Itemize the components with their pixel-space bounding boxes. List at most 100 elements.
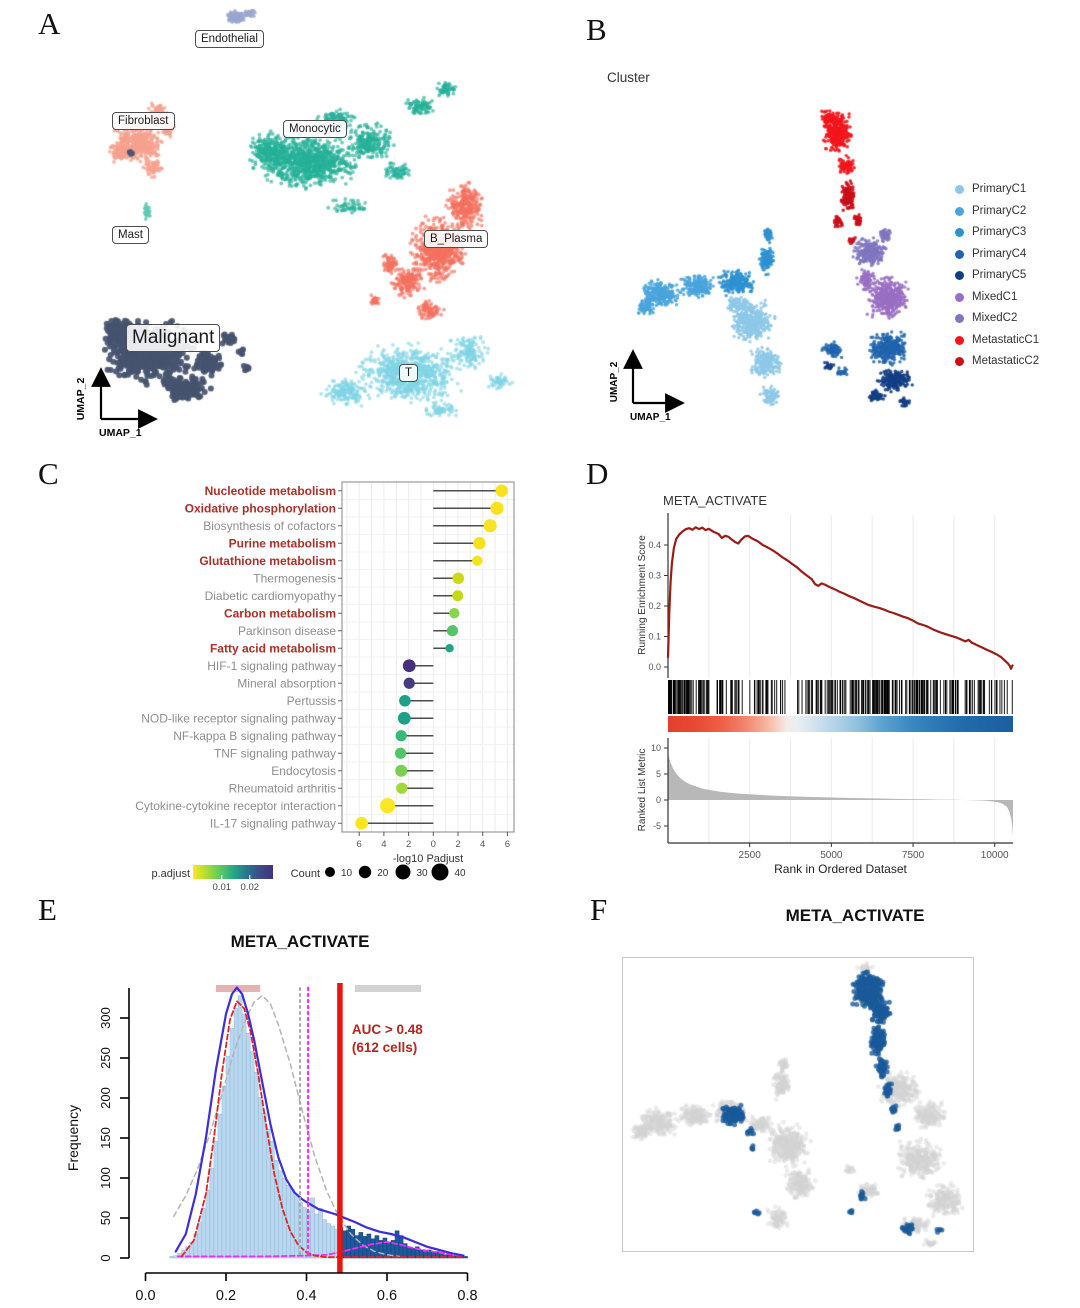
panel-letter-f: F bbox=[590, 892, 608, 927]
legend-label: PrimaryC4 bbox=[972, 247, 1027, 260]
x-tick-label: 0.6 bbox=[377, 1288, 397, 1304]
count-label: 30 bbox=[417, 868, 429, 879]
lollipop-dot bbox=[402, 659, 416, 673]
auc-annotation-line2: (612 cells) bbox=[352, 1040, 417, 1055]
gradient-tick-label: 0.02 bbox=[241, 882, 259, 893]
legend-dot bbox=[955, 228, 964, 237]
x-tick-label: 0.8 bbox=[457, 1288, 477, 1304]
red-dashed-density bbox=[180, 1000, 465, 1259]
rank-y-tick-label: 10 bbox=[651, 743, 661, 753]
lollipop-dot bbox=[452, 572, 465, 585]
lollipop-dot bbox=[495, 484, 508, 497]
legend-item-primaryc1: PrimaryC1 bbox=[955, 182, 1065, 198]
umap2-axis-label: UMAP_2 bbox=[75, 378, 87, 421]
lollipop-dot bbox=[396, 782, 408, 794]
x-tick-label: 0.0 bbox=[135, 1288, 155, 1304]
panel-letter-d: D bbox=[586, 456, 609, 491]
ranked-metric-area bbox=[668, 754, 1013, 838]
x-tick-label: 6 bbox=[357, 839, 362, 850]
lollipop-dot bbox=[397, 711, 411, 725]
panel-b: Cluster PrimaryC1PrimaryC2PrimaryC3Prima… bbox=[560, 0, 1080, 460]
x-tick-label: 5000 bbox=[820, 850, 843, 861]
hist-bar bbox=[322, 1219, 327, 1259]
x-tick-label: 7500 bbox=[902, 850, 925, 861]
padjust-gradient-bar bbox=[193, 865, 273, 879]
plot-frame bbox=[341, 481, 515, 833]
umap-cluster-scatter bbox=[600, 55, 990, 455]
legend-label: PrimaryC5 bbox=[972, 269, 1027, 281]
hist-bar-high bbox=[382, 1237, 388, 1259]
pathway-label: Parkinson disease bbox=[238, 624, 336, 638]
pathway-label: Fatty acid metabolism bbox=[210, 641, 336, 655]
hist-bar-high bbox=[463, 1256, 468, 1259]
lollipop-dot bbox=[395, 730, 407, 742]
panel-e: META_ACTIVATE AUC > 0.48 (612 cells) 0 50 100… bbox=[30, 925, 550, 1308]
count-dot bbox=[358, 865, 372, 879]
lollipop-dot bbox=[403, 677, 415, 689]
pathway-label: Mineral absorption bbox=[237, 676, 336, 690]
hist-bar-high bbox=[366, 1233, 372, 1259]
pathway-label: Cytokine-cytokine receptor interaction bbox=[135, 799, 336, 813]
hist-bar bbox=[261, 1112, 267, 1259]
pathway-label: IL-17 signaling pathway bbox=[210, 816, 336, 830]
legend-dot bbox=[955, 271, 964, 280]
y-tick-label: 100 bbox=[98, 1167, 113, 1189]
hist-bar bbox=[314, 1213, 319, 1259]
hist-bar bbox=[169, 1256, 174, 1259]
cluster-label-b_plasma: B_Plasma bbox=[424, 230, 489, 249]
hist-bar bbox=[225, 1056, 231, 1259]
hist-bar bbox=[245, 1032, 251, 1259]
hist-bar bbox=[201, 1208, 207, 1259]
legend-label: MetastaticC1 bbox=[972, 333, 1040, 346]
pathway-label: Thermogenesis bbox=[253, 571, 336, 585]
lollipop-dot bbox=[399, 694, 411, 707]
es-y-tick-label: 0.2 bbox=[648, 601, 661, 611]
x-tick-label: 0.4 bbox=[296, 1288, 316, 1304]
hist-bar-high bbox=[370, 1238, 376, 1259]
legend-item-mixedc2: MixedC2 bbox=[955, 311, 1065, 327]
legend-item-primaryc2: PrimaryC2 bbox=[955, 204, 1065, 220]
x-tick-label: 2 bbox=[406, 839, 411, 850]
pathway-label: Oxidative phosphorylation bbox=[185, 501, 336, 515]
legend-dot bbox=[955, 357, 964, 366]
lollipop-dot bbox=[445, 644, 454, 653]
hist-bar bbox=[213, 1140, 219, 1259]
umap-a-axes: UMAP_2 UMAP_1 bbox=[75, 367, 158, 439]
auc-annotation-line1: AUC > 0.48 bbox=[352, 1022, 423, 1037]
x-tick-label: 0.2 bbox=[216, 1288, 236, 1304]
blue-density-curve bbox=[174, 986, 465, 1257]
legend-dot bbox=[955, 292, 964, 302]
enrichment-score-curve bbox=[666, 526, 1014, 670]
pathway-label: Carbon metabolism bbox=[224, 606, 336, 620]
legend-dot bbox=[955, 335, 964, 345]
padjust-legend-label: p.adjust bbox=[151, 868, 190, 880]
hist-bar bbox=[318, 1208, 323, 1259]
legend-item-primaryc3: PrimaryC3 bbox=[955, 225, 1065, 241]
hist-bar bbox=[253, 1072, 259, 1259]
y-tick-label: 250 bbox=[98, 1047, 113, 1069]
y-axis-label: Frequency bbox=[65, 1105, 81, 1171]
panel-c: Nucleotide metabolism Oxidative phosphory… bbox=[0, 460, 560, 910]
pathway-label: Nucleotide metabolism bbox=[205, 484, 336, 498]
legend-item-primaryc5: PrimaryC5 bbox=[955, 268, 1065, 284]
lollipop-dot bbox=[452, 590, 464, 602]
cluster-label-monocytic: Monocytic bbox=[283, 120, 347, 139]
legend-label: PrimaryC2 bbox=[972, 204, 1027, 217]
legend-item-metastaticc1: MetastaticC1 bbox=[955, 333, 1065, 349]
y-tick-label: 300 bbox=[98, 1007, 113, 1029]
cluster-label-fibroblast: Fibroblast bbox=[112, 112, 175, 131]
pathway-label: NF-kappa B signaling pathway bbox=[173, 729, 336, 743]
lollipop-dot bbox=[473, 537, 486, 550]
lollipop-dot bbox=[472, 555, 483, 566]
lollipop-dot bbox=[490, 501, 504, 515]
es-y-tick-label: 0.3 bbox=[648, 571, 661, 581]
count-dot bbox=[395, 864, 411, 880]
pathway-label: Diabetic cardiomyopathy bbox=[205, 589, 336, 603]
legend-label: MixedC2 bbox=[972, 312, 1018, 324]
hist-bar bbox=[241, 1013, 247, 1259]
es-y-tick-label: 0.0 bbox=[648, 662, 661, 672]
gray-range-bar bbox=[354, 985, 422, 992]
y-tick-label: 150 bbox=[98, 1127, 113, 1149]
hist-bar bbox=[193, 1233, 199, 1259]
x-tick-label: 4 bbox=[381, 839, 386, 850]
